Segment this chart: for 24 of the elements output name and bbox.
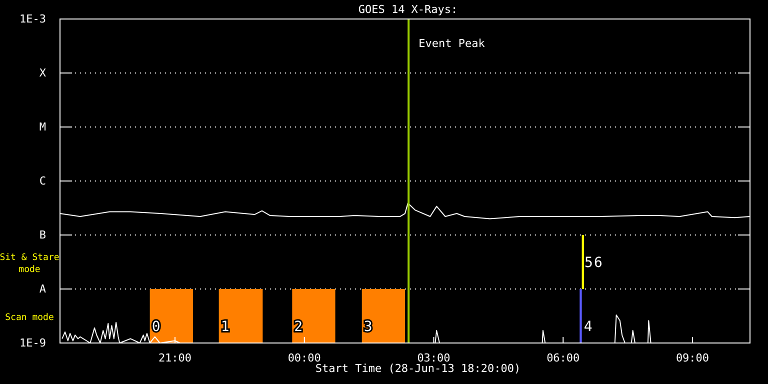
chart-title: GOES 14 X-Rays: [358, 3, 458, 16]
band-label: 0 [152, 319, 160, 335]
x-tick-label: 21:00 [158, 351, 192, 364]
x-tick-label: 00:00 [288, 351, 321, 364]
band-label: 1 [220, 319, 230, 335]
y-tick-label: C [39, 174, 46, 188]
y-tick-label: M [39, 120, 46, 134]
text: Sit & Stare mode [0, 253, 60, 275]
y-tick-label: 1E-9 [20, 336, 46, 350]
y-tick-label: B [39, 228, 46, 242]
band-label: 4 [584, 319, 592, 335]
x-tick-label: 06:00 [546, 351, 580, 364]
y-tick-label: X [39, 66, 46, 80]
band-label: 2 [294, 319, 303, 335]
band-label: 6 [594, 255, 602, 271]
x-axis-title: Start Time (28-Jun-13 18:20:00) [315, 362, 521, 375]
text: Scan mode [5, 313, 54, 323]
band-label: 3 [364, 319, 372, 335]
band-label: 5 [584, 255, 593, 271]
x-tick-label: 03:00 [417, 351, 450, 364]
ref-line-label: Event Peak [418, 37, 486, 50]
x-tick-label: 09:00 [676, 351, 710, 364]
y-tick-label: A [39, 282, 46, 296]
y-tick-label: 1E-3 [20, 12, 46, 26]
